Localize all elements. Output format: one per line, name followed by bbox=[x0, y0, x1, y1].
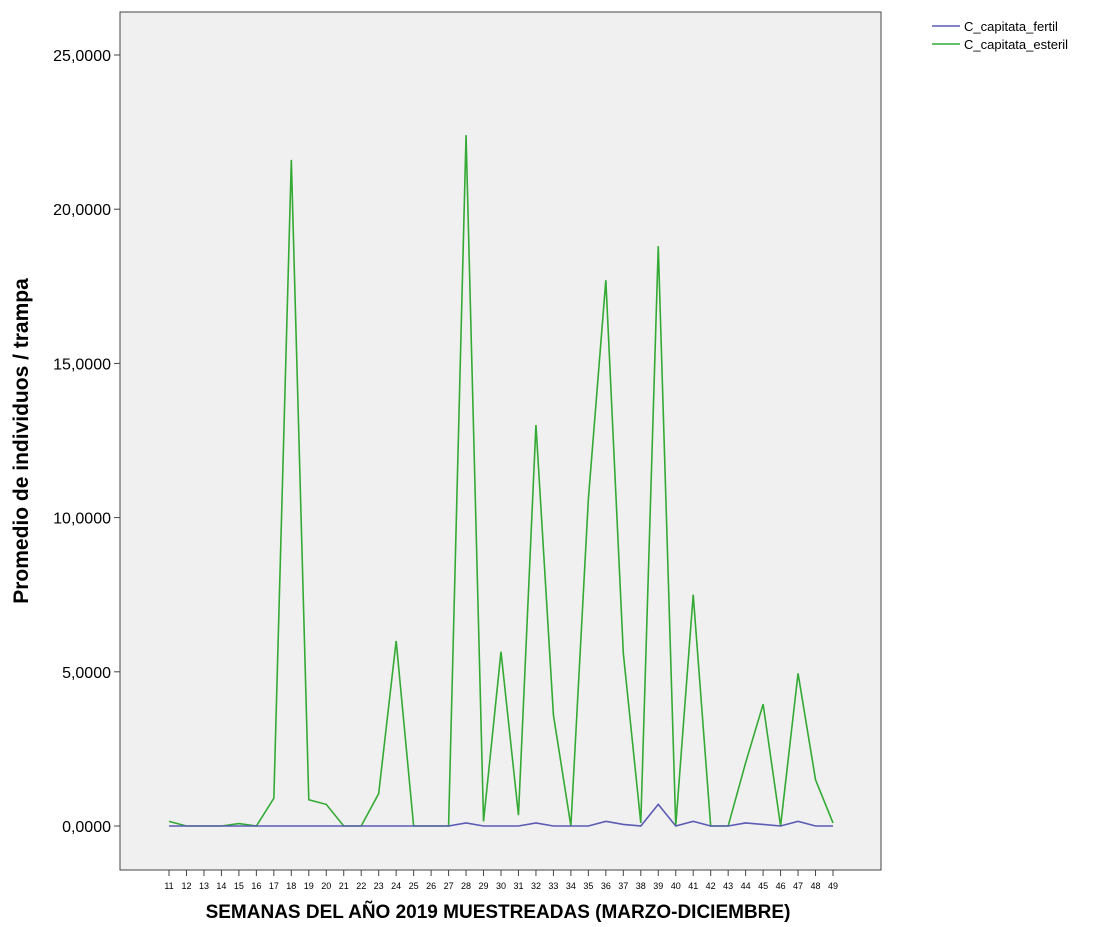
x-tick-label: 22 bbox=[356, 881, 366, 891]
x-tick-label: 16 bbox=[251, 881, 261, 891]
x-tick-label: 18 bbox=[286, 881, 296, 891]
x-axis-title: SEMANAS DEL AÑO 2019 MUESTREADAS (MARZO-… bbox=[206, 901, 791, 923]
x-tick-label: 32 bbox=[531, 881, 541, 891]
x-tick-label: 14 bbox=[216, 881, 226, 891]
x-tick-label: 12 bbox=[181, 881, 191, 891]
x-tick-label: 46 bbox=[776, 881, 786, 891]
x-tick-label: 24 bbox=[391, 881, 401, 891]
x-tick-label: 19 bbox=[304, 881, 314, 891]
x-tick-label: 11 bbox=[164, 881, 173, 891]
x-tick-label: 41 bbox=[688, 881, 698, 891]
x-tick-label: 42 bbox=[706, 881, 716, 891]
x-tick-label: 25 bbox=[409, 881, 419, 891]
x-tick-label: 44 bbox=[741, 881, 751, 891]
x-tick-label: 29 bbox=[479, 881, 489, 891]
x-axis: 11 12 13 14 15 16 17 18 19 20 21 22 23 24 25 26 27 28 29 30… bbox=[164, 870, 838, 891]
x-tick-label: 17 bbox=[269, 881, 279, 891]
x-tick-label: 30 bbox=[496, 881, 506, 891]
plot-area bbox=[119, 11, 882, 871]
x-tick-label: 31 bbox=[513, 881, 523, 891]
x-tick-label: 40 bbox=[671, 881, 681, 891]
x-tick-label: 34 bbox=[566, 881, 576, 891]
y-tick-label: 15,0000 bbox=[53, 356, 111, 373]
x-tick-label: 27 bbox=[444, 881, 454, 891]
x-tick-label: 45 bbox=[758, 881, 768, 891]
x-tick-label: 21 bbox=[339, 881, 349, 891]
x-tick-label: 49 bbox=[828, 881, 838, 891]
y-tick-label: 25,0000 bbox=[53, 48, 111, 65]
y-tick-label: 5,0000 bbox=[62, 665, 111, 682]
x-tick-label: 20 bbox=[321, 881, 331, 891]
y-tick-label: 10,0000 bbox=[53, 511, 111, 528]
x-tick-label: 38 bbox=[636, 881, 646, 891]
x-tick-label: 47 bbox=[793, 881, 803, 891]
x-tick-label: 26 bbox=[426, 881, 436, 891]
legend-label: C_capitata_esteril bbox=[964, 37, 1068, 52]
y-axis: 0,0000 5,0000 10,0000 15,0000 20,0000 25,0000 bbox=[53, 48, 120, 836]
x-tick-label: 39 bbox=[653, 881, 663, 891]
x-tick-label: 28 bbox=[461, 881, 471, 891]
x-tick-label: 37 bbox=[618, 881, 628, 891]
y-axis-title: Promedio de individuos / trampa bbox=[10, 278, 33, 604]
x-tick-label: 33 bbox=[548, 881, 558, 891]
x-tick-label: 13 bbox=[199, 881, 209, 891]
x-tick-label: 15 bbox=[234, 881, 244, 891]
x-tick-label: 35 bbox=[583, 881, 593, 891]
legend-label: C_capitata_fertil bbox=[964, 19, 1058, 34]
x-tick-label: 48 bbox=[811, 881, 821, 891]
series-layer bbox=[168, 135, 834, 827]
y-tick-label: 0,0000 bbox=[62, 819, 111, 836]
y-tick-label: 20,0000 bbox=[53, 202, 111, 219]
x-tick-label: 23 bbox=[374, 881, 384, 891]
x-tick-label: 36 bbox=[601, 881, 611, 891]
legend: C_capitata_fertil C_capitata_esteril bbox=[932, 19, 1068, 52]
series-line-c-capitata-fertil bbox=[169, 803, 833, 827]
x-tick-label: 43 bbox=[723, 881, 733, 891]
